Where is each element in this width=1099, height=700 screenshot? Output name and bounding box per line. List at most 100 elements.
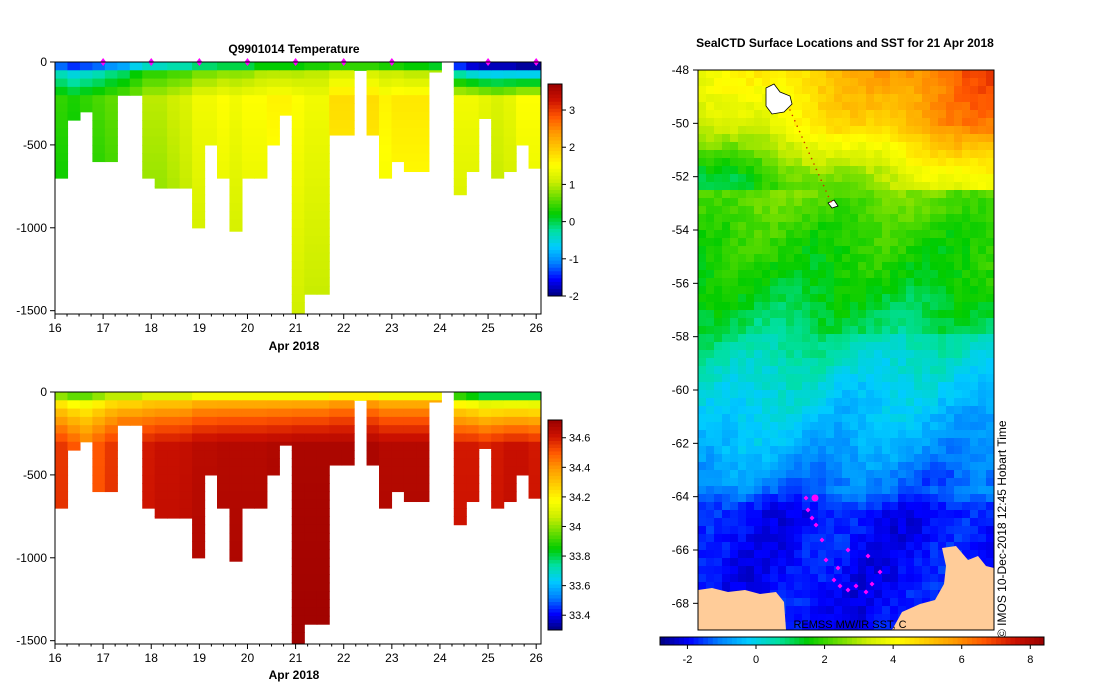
profile-cell — [204, 78, 218, 88]
profile-cell — [204, 62, 218, 71]
sst-cell — [850, 278, 859, 287]
salinity-colorbar-segment — [548, 626, 562, 631]
sst-cell — [986, 510, 995, 519]
profile-cell — [316, 202, 330, 212]
sst-cell — [802, 278, 811, 287]
sst-cell — [834, 438, 843, 447]
sst-cell — [746, 510, 755, 519]
profile-cell — [92, 95, 106, 105]
temperature-colorbar-segment — [548, 288, 562, 293]
sst-cell — [882, 126, 891, 135]
profile-cell — [192, 169, 206, 179]
sst-cell — [978, 110, 987, 119]
sst-cell — [746, 302, 755, 311]
sst-cell — [706, 158, 715, 167]
sst-cell — [954, 70, 963, 79]
sst-cell — [874, 86, 883, 95]
profile-cell — [192, 508, 206, 517]
sst-cell — [938, 126, 947, 135]
sst-cell — [890, 438, 899, 447]
sst-cell — [754, 462, 763, 471]
sst-cell — [962, 382, 971, 391]
profile-cell — [167, 128, 181, 138]
sst-cell — [778, 230, 787, 239]
profile-cell — [154, 400, 168, 410]
sst-cell — [834, 454, 843, 463]
salinity-colorbar-segment — [548, 500, 562, 505]
sst-cell — [738, 526, 747, 535]
profile-cell — [453, 392, 467, 401]
sst-cell — [810, 582, 819, 591]
sst-cell — [778, 510, 787, 519]
sst-cell — [786, 310, 795, 319]
sst-cell — [922, 294, 931, 303]
sst-cell — [834, 302, 843, 311]
sst-cell — [930, 350, 939, 359]
sst-cell — [818, 182, 827, 191]
sst-cell — [898, 270, 907, 279]
profile-cell — [179, 144, 193, 154]
sst-cell — [946, 222, 955, 231]
sst-cell — [746, 86, 755, 95]
profile-cell — [204, 103, 218, 113]
sst-cell — [978, 190, 987, 199]
profile-cell — [453, 450, 467, 459]
temperature-x-tick-label: 18 — [145, 321, 159, 335]
sst-cell — [882, 166, 891, 175]
sst-cell — [826, 574, 835, 583]
sst-cell — [954, 222, 963, 231]
temperature-colorbar-segment — [548, 179, 562, 184]
sst-cell — [802, 534, 811, 543]
sst-cell — [962, 358, 971, 367]
profile-cell — [453, 95, 467, 105]
temperature-colorbar-segment — [548, 112, 562, 117]
sst-cell — [978, 494, 987, 503]
salinity-x-tick-label: 19 — [193, 651, 207, 665]
sst-cell — [914, 422, 923, 431]
sst-cell — [922, 310, 931, 319]
sst-cell — [922, 470, 931, 479]
profile-cell — [503, 78, 517, 88]
sst-cell — [746, 198, 755, 207]
profile-cell — [204, 458, 218, 468]
sst-cell — [730, 326, 739, 335]
profile-cell — [204, 86, 218, 96]
profile-cell — [316, 244, 330, 254]
profile-cell — [67, 441, 81, 451]
profile-cell — [266, 62, 280, 71]
sst-cell — [770, 510, 779, 519]
sst-cell — [842, 190, 851, 199]
sst-cell — [722, 566, 731, 575]
sst-cell — [738, 358, 747, 367]
profile-cell — [266, 78, 280, 88]
sst-cell — [762, 486, 771, 495]
sst-cell — [898, 598, 907, 607]
profile-cell — [453, 144, 467, 154]
sst-cell — [986, 478, 995, 487]
sst-cell — [714, 502, 723, 511]
sst-cell — [866, 238, 875, 247]
profile-cell — [379, 144, 393, 154]
sst-cell — [906, 70, 915, 79]
sst-cell — [794, 510, 803, 519]
sst-cell — [722, 278, 731, 287]
profile-cell — [229, 557, 243, 562]
sst-cell — [978, 550, 987, 559]
sst-cell — [914, 126, 923, 135]
sst-cell — [746, 358, 755, 367]
profile-cell — [167, 111, 181, 121]
profile-cell — [304, 416, 318, 426]
profile-cell — [104, 70, 118, 80]
profile-cell — [366, 62, 380, 71]
profile-cell — [503, 161, 517, 171]
sst-cell — [986, 350, 995, 359]
sst-cell — [962, 86, 971, 95]
sst-cell — [818, 310, 827, 319]
profile-cell — [391, 416, 405, 426]
sst-cell — [850, 214, 859, 223]
sst-cell — [858, 462, 867, 471]
profile-cell — [466, 499, 480, 503]
sst-cell — [730, 390, 739, 399]
profile-cell — [229, 120, 243, 129]
sst-cell — [986, 542, 995, 551]
